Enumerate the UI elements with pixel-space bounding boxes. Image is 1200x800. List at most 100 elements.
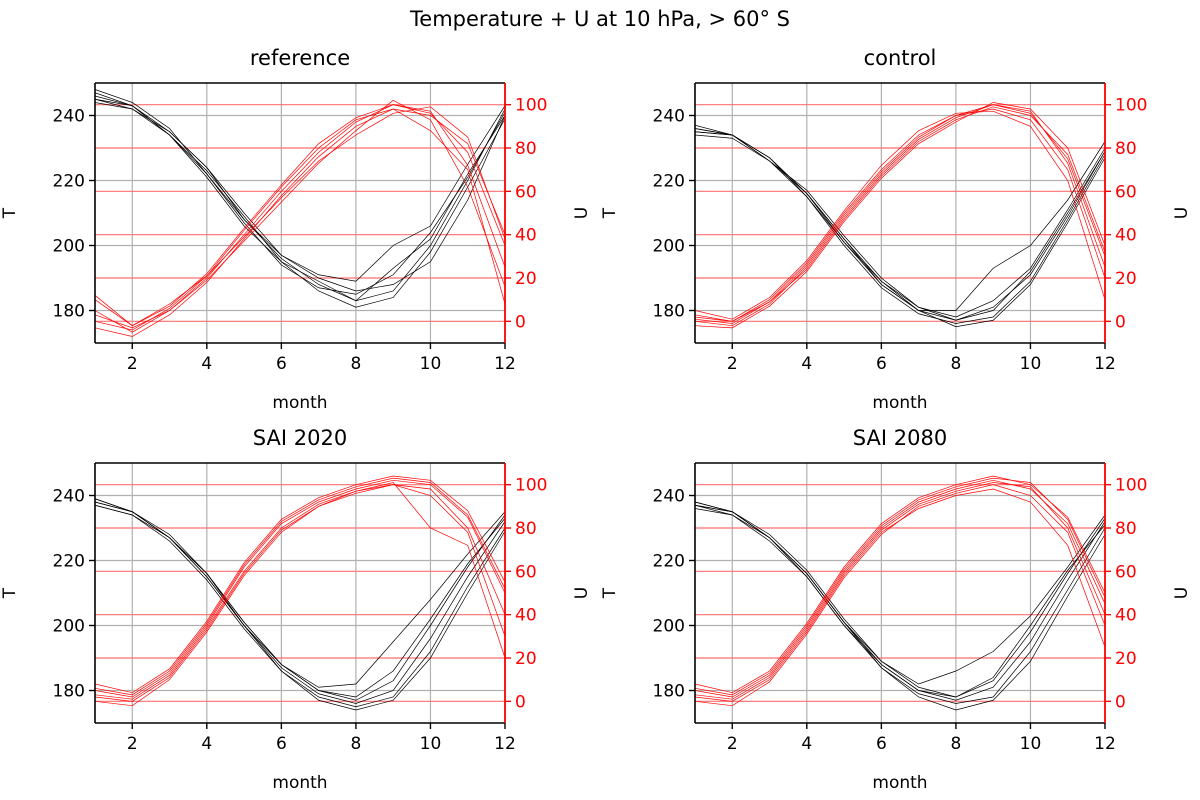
temperature-series-line xyxy=(94,498,506,711)
panel-title: reference xyxy=(250,46,350,70)
x-axis-label: month xyxy=(872,773,927,793)
x-axis-label: month xyxy=(872,393,927,413)
y-tick-label: 240 xyxy=(653,107,685,127)
wind-series-line xyxy=(694,106,1106,324)
x-tick-label: 2 xyxy=(127,734,138,754)
wind-series-line xyxy=(94,106,506,331)
x-tick-label: 6 xyxy=(876,354,887,374)
panel-title: control xyxy=(864,46,937,70)
wind-series-line xyxy=(694,104,1106,327)
u-tick-label: 20 xyxy=(515,269,537,289)
y-axis-label: T xyxy=(0,207,20,219)
wind-series-line xyxy=(94,108,506,337)
wind-series-line xyxy=(694,479,1106,698)
x-tick-label: 8 xyxy=(350,354,361,374)
wind-series-line xyxy=(694,488,1106,702)
u-tick-label: 100 xyxy=(515,96,547,116)
u-tick-label: 100 xyxy=(515,476,547,496)
wind-series-line xyxy=(694,108,1106,322)
x-tick-label: 12 xyxy=(494,734,516,754)
x-tick-label: 10 xyxy=(1020,354,1042,374)
x-tick-label: 10 xyxy=(420,354,442,374)
u-tick-label: 40 xyxy=(515,606,537,626)
u-tick-label: 20 xyxy=(1115,269,1137,289)
u-axis-label: U xyxy=(1172,587,1192,599)
x-tick-label: 12 xyxy=(1094,734,1116,754)
u-tick-label: 60 xyxy=(515,562,537,582)
y-axis-label: T xyxy=(600,207,620,219)
u-tick-label: 80 xyxy=(515,139,537,159)
y-tick-label: 240 xyxy=(53,107,85,127)
u-axis-label: U xyxy=(1172,207,1192,219)
u-tick-label: 0 xyxy=(1115,312,1126,332)
u-tick-label: 100 xyxy=(1115,476,1147,496)
wind-series-line xyxy=(94,104,506,333)
x-tick-label: 12 xyxy=(1094,354,1116,374)
wind-series-line xyxy=(694,475,1106,694)
wind-series-line xyxy=(94,475,506,694)
x-tick-label: 4 xyxy=(801,734,812,754)
u-tick-label: 20 xyxy=(515,649,537,669)
temperature-series-line xyxy=(94,98,506,302)
x-tick-label: 6 xyxy=(276,354,287,374)
y-tick-label: 200 xyxy=(53,237,85,257)
temperature-series-line xyxy=(94,95,506,282)
u-tick-label: 60 xyxy=(515,182,537,202)
temperature-series-line xyxy=(94,89,506,295)
u-tick-label: 0 xyxy=(515,312,526,332)
x-tick-label: 4 xyxy=(201,734,212,754)
temperature-series-line xyxy=(94,98,506,292)
y-tick-label: 180 xyxy=(653,682,685,702)
panels: 2 4 6 8 10 12180200220240020406080100referenc… xyxy=(0,46,1192,793)
u-tick-label: 40 xyxy=(515,226,537,246)
wind-series-line xyxy=(94,108,506,327)
x-tick-label: 2 xyxy=(727,734,738,754)
x-tick-label: 12 xyxy=(494,354,516,374)
y-tick-label: 180 xyxy=(53,302,85,322)
panel-title: SAI 2080 xyxy=(853,426,947,450)
x-axis-label: month xyxy=(272,773,327,793)
u-tick-label: 60 xyxy=(1115,182,1137,202)
wind-series-line xyxy=(694,102,1106,329)
panel-title: SAI 2020 xyxy=(253,426,347,450)
x-tick-label: 6 xyxy=(876,734,887,754)
wind-series-line xyxy=(94,104,506,327)
x-tick-label: 8 xyxy=(950,354,961,374)
u-tick-label: 20 xyxy=(1115,649,1137,669)
wind-series-line xyxy=(94,484,506,702)
u-tick-label: 80 xyxy=(515,519,537,539)
u-tick-label: 0 xyxy=(515,692,526,712)
y-tick-label: 220 xyxy=(53,552,85,572)
figure-suptitle: Temperature + U at 10 hPa, > 60° S xyxy=(409,7,790,31)
temperature-series-line xyxy=(694,504,1106,698)
temperature-series-line xyxy=(694,508,1106,704)
temperature-series-line xyxy=(94,504,506,698)
x-tick-label: 10 xyxy=(420,734,442,754)
u-tick-label: 80 xyxy=(1115,519,1137,539)
y-tick-label: 200 xyxy=(653,617,685,637)
chart-panel: 2 4 6 8 10 12 180 200 220 240 0 20 40 60 80 100 SAI 2020… xyxy=(0,426,592,793)
y-tick-label: 240 xyxy=(653,487,685,507)
y-axis-label: T xyxy=(0,587,20,599)
x-axis-label: month xyxy=(272,393,327,413)
u-tick-label: 40 xyxy=(1115,226,1137,246)
y-tick-label: 180 xyxy=(53,682,85,702)
wind-series-line xyxy=(694,482,1106,700)
wind-series-line xyxy=(94,477,506,696)
y-tick-label: 200 xyxy=(653,237,685,257)
u-tick-label: 40 xyxy=(1115,606,1137,626)
y-tick-label: 220 xyxy=(53,172,85,192)
x-tick-label: 6 xyxy=(276,734,287,754)
wind-series-line xyxy=(694,104,1106,322)
x-tick-label: 4 xyxy=(201,354,212,374)
u-axis-label: U xyxy=(572,207,592,219)
x-tick-label: 8 xyxy=(350,734,361,754)
temperature-series-line xyxy=(694,504,1106,701)
x-tick-label: 2 xyxy=(727,354,738,374)
x-tick-label: 4 xyxy=(801,354,812,374)
x-tick-label: 2 xyxy=(127,354,138,374)
temperature-series-line xyxy=(694,131,1106,328)
y-tick-label: 180 xyxy=(653,302,685,322)
wind-series-line xyxy=(94,99,506,329)
temperature-series-line xyxy=(694,501,1106,698)
